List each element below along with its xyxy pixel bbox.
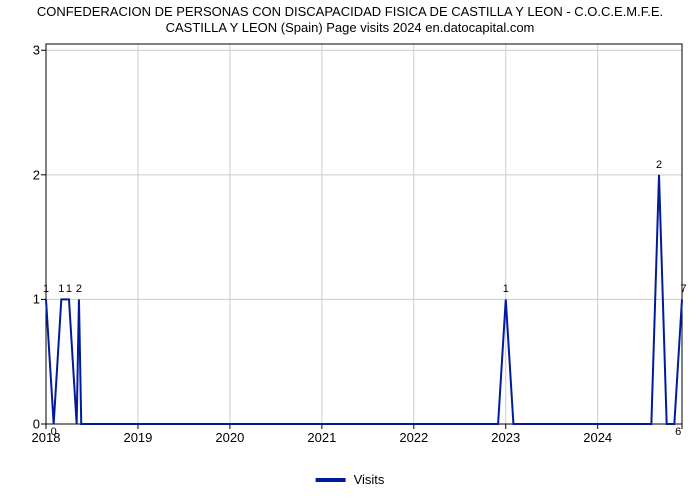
y-tick-label: 2 (16, 167, 40, 182)
chart-title: CONFEDERACION DE PERSONAS CON DISCAPACID… (0, 0, 700, 37)
x-tick-label: 2023 (491, 430, 520, 445)
plot-area (46, 44, 682, 424)
plot-svg (46, 44, 682, 424)
legend-label: Visits (354, 472, 385, 487)
legend: Visits (316, 472, 385, 487)
x-tick-label: 2022 (399, 430, 428, 445)
point-value-label: 2 (76, 283, 82, 295)
title-line-1: CONFEDERACION DE PERSONAS CON DISCAPACID… (37, 4, 663, 19)
point-value-label: 1 (58, 283, 64, 295)
point-value-label: 1 (66, 283, 72, 295)
legend-swatch (316, 478, 346, 482)
point-value-label: 2 (656, 159, 662, 171)
x-tick-label: 2019 (123, 430, 152, 445)
x-tick-label: 2020 (215, 430, 244, 445)
point-value-label: 6 (675, 426, 681, 438)
chart-container: CONFEDERACION DE PERSONAS CON DISCAPACID… (0, 0, 700, 500)
title-line-2: CASTILLA Y LEON (Spain) Page visits 2024… (166, 20, 535, 35)
point-value-label: 0 (51, 426, 57, 438)
y-tick-label: 3 (16, 43, 40, 58)
point-value-label: 7 (680, 283, 686, 295)
point-value-label: 1 (43, 283, 49, 295)
point-value-label: 1 (503, 283, 509, 295)
y-tick-label: 1 (16, 292, 40, 307)
x-tick-label: 2021 (307, 430, 336, 445)
x-tick-label: 2024 (583, 430, 612, 445)
